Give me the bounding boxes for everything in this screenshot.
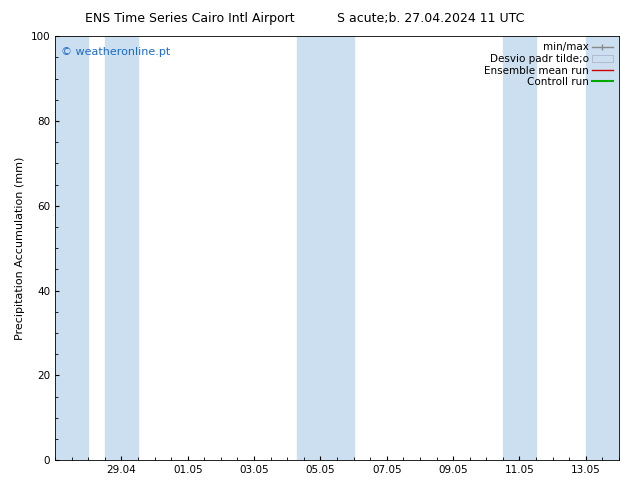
Bar	[320, 36, 354, 460]
Bar	[105, 36, 138, 460]
Bar	[586, 36, 619, 460]
Bar	[297, 36, 320, 460]
Legend: min/max, Desvio padr tilde;o, Ensemble mean run, Controll run: min/max, Desvio padr tilde;o, Ensemble m…	[480, 38, 617, 91]
Text: © weatheronline.pt: © weatheronline.pt	[61, 47, 170, 57]
Bar	[55, 36, 88, 460]
Text: S acute;b. 27.04.2024 11 UTC: S acute;b. 27.04.2024 11 UTC	[337, 12, 525, 25]
Bar	[503, 36, 536, 460]
Y-axis label: Precipitation Accumulation (mm): Precipitation Accumulation (mm)	[15, 156, 25, 340]
Text: ENS Time Series Cairo Intl Airport: ENS Time Series Cairo Intl Airport	[86, 12, 295, 25]
